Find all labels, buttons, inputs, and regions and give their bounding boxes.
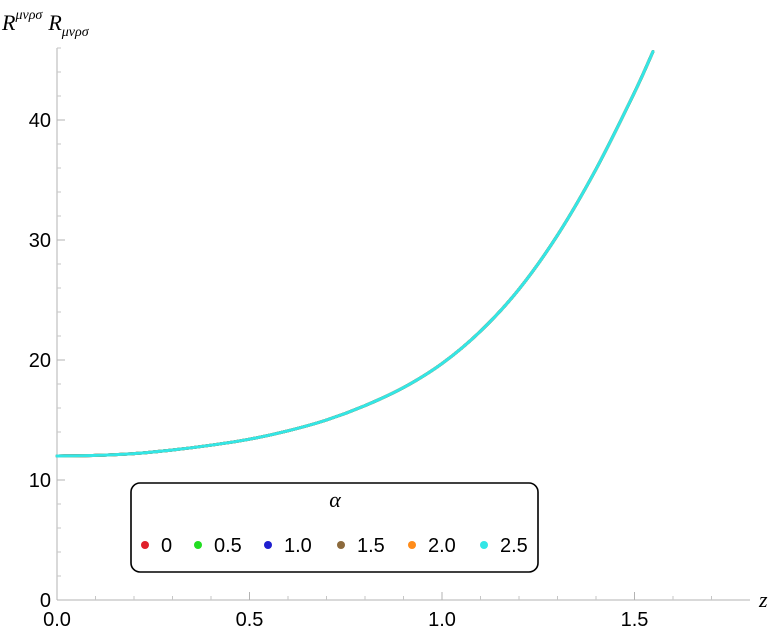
- series-line-2-0: [55, 50, 655, 458]
- legend-marker: [264, 541, 272, 549]
- legend-label: 0.5: [214, 535, 242, 557]
- series-line-0: [55, 50, 655, 458]
- legend-label: 2.5: [500, 535, 528, 557]
- x-tick-label: 0.5: [236, 609, 264, 631]
- x-tick-label: 1.5: [621, 609, 649, 631]
- y-axis-title-main2: R: [47, 10, 62, 35]
- series-line-1-0: [55, 50, 655, 458]
- y-tick-label: 30: [29, 230, 51, 252]
- legend-marker: [194, 541, 202, 549]
- x-tick-label: 1.0: [428, 609, 456, 631]
- legend: α 0 0.5 1.0 1.5 2.0 2.5: [130, 482, 539, 573]
- series-line-0-5: [55, 50, 655, 458]
- y-axis-title-sup: μνρσ: [14, 8, 43, 23]
- legend-box: [130, 482, 539, 573]
- y-tick-label: 40: [29, 110, 51, 132]
- legend-label: 1.5: [357, 535, 385, 557]
- legend-marker: [408, 541, 416, 549]
- series-line-1-5: [55, 50, 655, 458]
- legend-label: 2.0: [428, 535, 456, 557]
- legend-entries: 0 0.5 1.0 1.5 2.0 2.5: [141, 535, 528, 557]
- y-tick-label: 10: [29, 470, 51, 492]
- legend-marker: [337, 541, 345, 549]
- legend-title: α: [329, 487, 341, 512]
- series-line-2-5: [55, 50, 655, 458]
- y-tick-label: 20: [29, 350, 51, 372]
- legend-label: 0: [161, 535, 172, 557]
- legend-label: 1.0: [284, 535, 312, 557]
- series-layer: [55, 50, 655, 458]
- axis-tick-labels: 0 10 20 30 40 0.0 0.5 1.0 1.5: [29, 110, 649, 631]
- y-tick-label: 0: [40, 590, 51, 612]
- x-axis-title: z: [758, 587, 768, 612]
- y-axis-title: Rμνρσ Rμνρσ: [1, 8, 90, 40]
- x-tick-label: 0.0: [43, 609, 71, 631]
- y-axis-title-main: R: [1, 10, 16, 35]
- legend-marker: [141, 541, 149, 549]
- legend-marker: [480, 541, 488, 549]
- y-axis-title-sub: μνρσ: [61, 25, 90, 40]
